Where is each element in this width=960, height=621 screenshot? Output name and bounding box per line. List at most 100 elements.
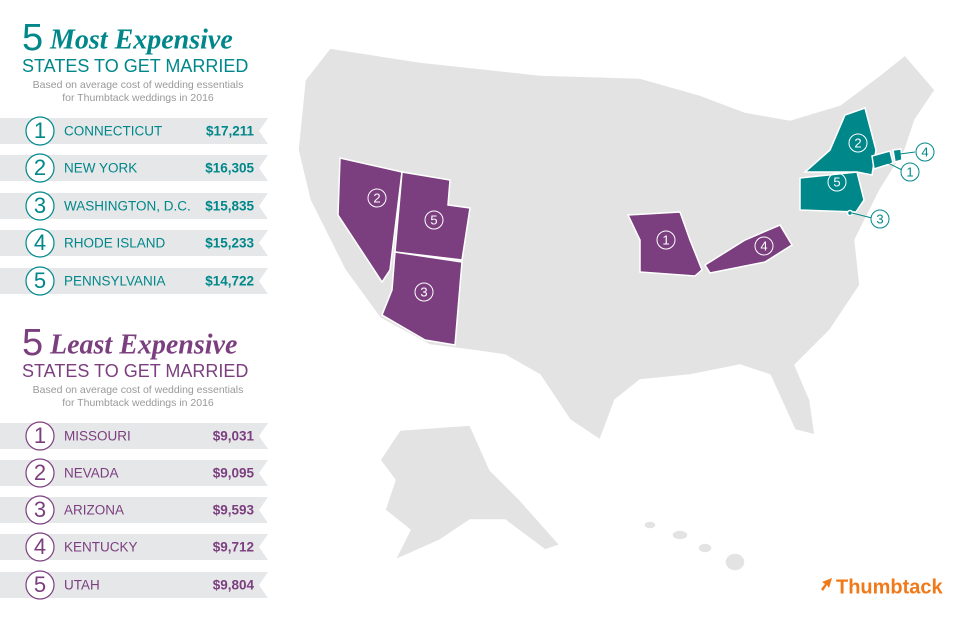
state-name: ARIZONA [64,503,124,518]
heading-note: Based on average cost of wedding essenti… [33,79,244,91]
nevada [337,157,403,284]
rank-circle [25,228,55,258]
row-band [0,118,268,144]
heading-note: Based on average cost of wedding essenti… [33,384,244,396]
logo-text: Thumbtack [836,576,944,598]
map-marker [754,236,774,256]
row-band [0,534,268,560]
cost: $17,211 [206,124,255,139]
map-rank: 4 [760,238,767,253]
row-band [0,230,268,256]
cost: $15,233 [205,236,254,251]
rank-circle [25,116,55,146]
state-name: NEW YORK [64,161,137,176]
row-band [0,423,268,449]
hawaii [643,520,657,530]
rank-circle [25,570,55,600]
map-marker [414,282,434,302]
rank: 4 [34,534,46,559]
heading-note: for Thumbtack weddings in 2016 [62,92,214,104]
row-band [0,460,268,486]
rank-circle [25,458,55,488]
heading-title: Most Expensive [49,24,233,55]
map-marker [367,188,387,208]
leader [887,162,903,171]
heading-title: Least Expensive [49,329,237,360]
state-name: NEVADA [64,466,119,481]
map-marker [900,162,920,182]
pennsylvania [799,171,865,213]
map-rank: 1 [662,232,669,247]
rank: 5 [34,268,46,293]
state-name: PENNSYLVANIA [64,274,166,289]
rank: 2 [34,460,46,485]
heading-number: 5 [22,322,43,364]
connecticut [871,150,894,170]
map-marker [424,210,444,230]
rank: 4 [34,230,46,255]
rank-circle [25,153,55,183]
rank: 1 [34,423,46,448]
rank-circle [25,532,55,562]
rank: 5 [34,572,46,597]
cost: $15,835 [205,199,254,214]
row-band [0,268,268,294]
map-rank: 3 [876,211,883,226]
heading-number: 5 [22,17,43,59]
map-rank: 4 [921,144,928,159]
rank: 1 [34,118,46,143]
cost: $9,095 [213,466,255,481]
kentucky [703,224,794,274]
cost: $16,305 [205,161,254,176]
state-name: MISSOURI [64,429,131,444]
map-marker [915,142,935,162]
rank-circle [25,495,55,525]
map-rank: 5 [833,174,840,189]
map-marker [656,230,676,250]
map-marker [870,209,890,229]
state-name: RHODE ISLAND [64,236,166,251]
row-band [0,155,268,181]
heading-note: for Thumbtack weddings in 2016 [62,397,214,409]
map-marker [848,133,868,153]
state-name: UTAH [64,578,100,593]
new-york [803,107,877,176]
map-rank: 1 [906,164,913,179]
row-band [0,572,268,598]
hawaii [697,542,713,554]
rank-circle [25,266,55,296]
state-name: WASHINGTON, D.C. [64,199,191,214]
hawaii [671,529,689,541]
alaska [379,424,562,562]
leaders [851,151,916,219]
map-rank: 2 [854,135,861,150]
row-band [0,497,268,523]
rank-circle [25,421,55,451]
state-name: CONNECTICUT [64,124,162,139]
map-rank: 3 [420,284,427,299]
map-labels: 1 2 3 4 5 1 2 3 4 5 [367,133,935,302]
rhode-island [892,148,903,163]
hawaii [724,552,746,572]
map-rank: 5 [430,212,437,227]
cost: $9,593 [213,503,255,518]
cost: $9,031 [213,429,255,444]
heading-subtitle: STATES TO GET MARRIED [22,361,248,381]
map-rank: 2 [373,190,380,205]
rank: 3 [34,193,46,218]
cost: $9,804 [213,578,255,593]
least-states [337,157,794,346]
dc [846,209,854,217]
missouri [626,211,703,277]
rank-circle [25,191,55,221]
arizona [381,251,463,346]
mainland [297,47,936,442]
leader [851,212,873,219]
most-states [799,107,903,217]
cost: $14,722 [205,274,254,289]
rank: 3 [34,497,46,522]
state-name: KENTUCKY [64,540,138,555]
map-marker [827,172,847,192]
